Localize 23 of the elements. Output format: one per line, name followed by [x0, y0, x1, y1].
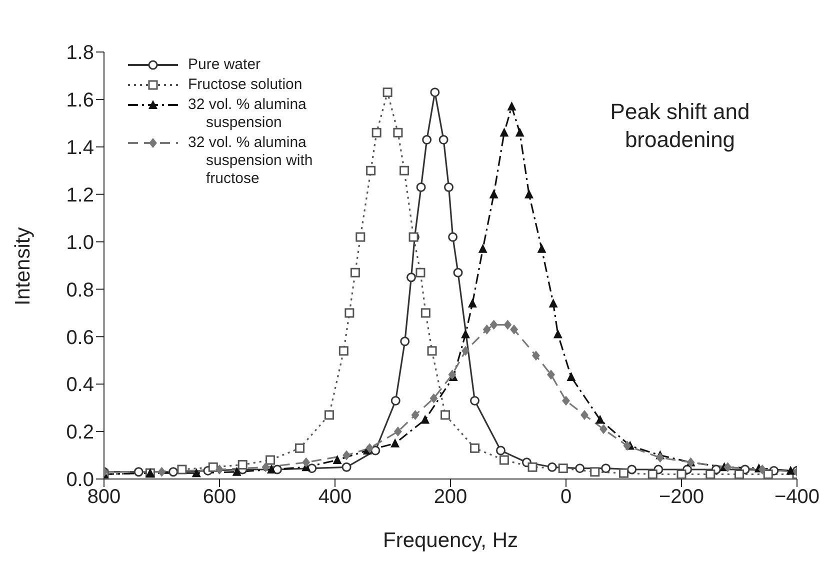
x-axis-title: Frequency, Hz [383, 529, 518, 552]
legend-label: 32 vol. % alumina suspension [188, 96, 308, 132]
x-tick-label: 800 [87, 486, 121, 508]
x-tick-label: 600 [202, 486, 236, 508]
legend-label: Fructose solution [188, 76, 304, 94]
y-tick-label: 1.8 [66, 42, 94, 64]
y-tick-label: 0.6 [66, 326, 94, 349]
y-axis-title: Intensity [11, 226, 34, 306]
annotation: Peak shift and broadening [609, 98, 751, 154]
x-tick-label: 400 [318, 486, 352, 508]
x-tick-label: 200 [434, 486, 468, 508]
y-tick-label: 1.4 [66, 136, 94, 159]
legend-label: Pure water [188, 56, 262, 74]
y-tick-label: 0.2 [66, 422, 94, 444]
y-tick-label: 0.4 [66, 374, 94, 396]
x-tick-label: 0 [560, 486, 572, 508]
x-tick-label: −200 [658, 486, 704, 508]
y-tick-label: 1.0 [66, 232, 94, 254]
y-tick-label: 1.2 [66, 184, 94, 206]
y-tick-label: 0.8 [66, 279, 94, 302]
x-tick-label: −400 [774, 486, 820, 508]
y-tick-label: 1.6 [66, 90, 94, 112]
legend-label: 32 vol. % alumina suspension with fructose [188, 134, 314, 188]
